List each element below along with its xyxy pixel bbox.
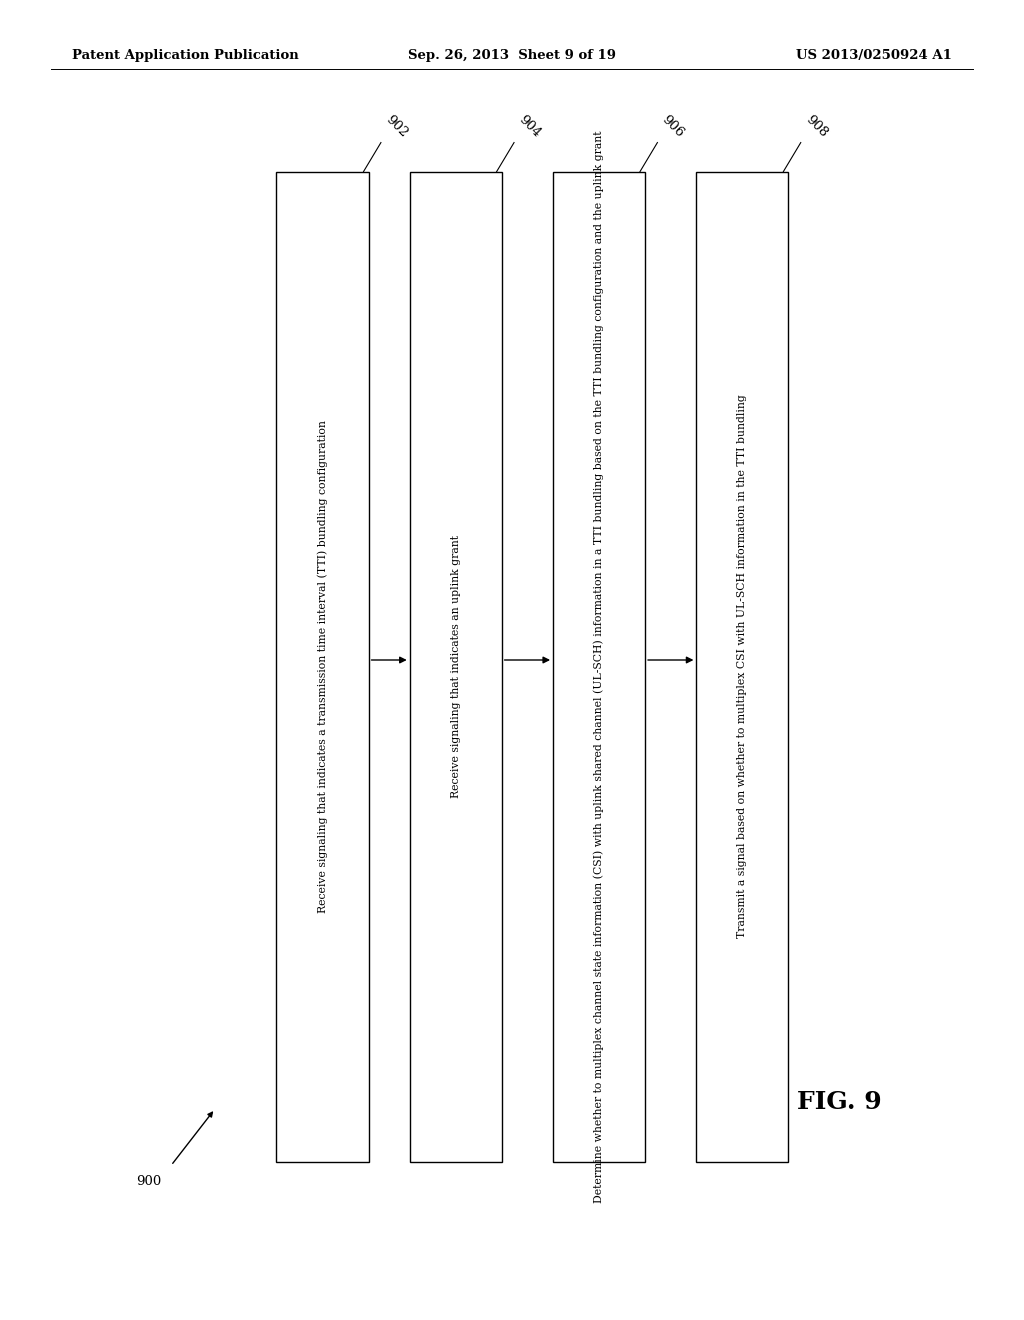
Text: Determine whether to multiplex channel state information (CSI) with uplink share: Determine whether to multiplex channel s… bbox=[594, 131, 604, 1203]
Bar bbox=[696, 172, 788, 1162]
Text: US 2013/0250924 A1: US 2013/0250924 A1 bbox=[797, 49, 952, 62]
Text: 906: 906 bbox=[659, 112, 686, 140]
Text: FIG. 9: FIG. 9 bbox=[798, 1090, 882, 1114]
Text: Receive signaling that indicates an uplink grant: Receive signaling that indicates an upli… bbox=[451, 535, 461, 799]
Text: Transmit a signal based on whether to multiplex CSI with UL-SCH information in t: Transmit a signal based on whether to mu… bbox=[737, 395, 748, 939]
Text: 902: 902 bbox=[383, 114, 410, 140]
Text: 900: 900 bbox=[136, 1175, 161, 1188]
Bar bbox=[553, 172, 645, 1162]
Text: Sep. 26, 2013  Sheet 9 of 19: Sep. 26, 2013 Sheet 9 of 19 bbox=[408, 49, 616, 62]
Bar bbox=[276, 172, 369, 1162]
Text: 908: 908 bbox=[803, 114, 829, 140]
Text: Patent Application Publication: Patent Application Publication bbox=[72, 49, 298, 62]
Text: 904: 904 bbox=[516, 114, 543, 140]
Bar bbox=[410, 172, 502, 1162]
Text: Receive signaling that indicates a transmission time interval (TTI) bundling con: Receive signaling that indicates a trans… bbox=[317, 420, 328, 913]
